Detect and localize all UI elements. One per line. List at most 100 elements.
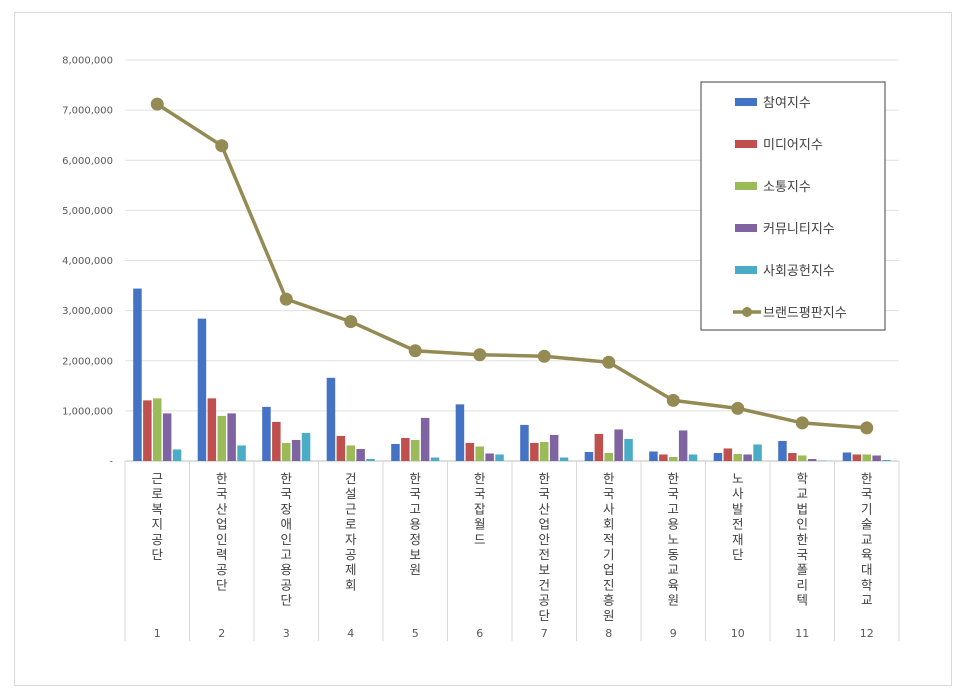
bar-참여지수: [455, 404, 465, 461]
point-브랜드평판지수: [666, 393, 680, 407]
bar-소통지수: [153, 398, 162, 461]
bar-커뮤니티지수: [485, 453, 494, 461]
point-브랜드평판지수: [473, 348, 487, 362]
category-index: 5: [412, 627, 419, 640]
legend-swatch: [735, 266, 757, 274]
bar-참여지수: [713, 452, 723, 461]
y-tick-label: 7,000,000: [62, 106, 113, 117]
x-axis: 근 로 복 지 공 단 1 한 국 산 업 인 력 공 단 2 한 국 장 애 인 고 용 공 단 3 건 설 근 로 자 공 제 회 4 한 국 고 용 정…: [124, 461, 900, 641]
bar-사회공헌지수: [688, 454, 698, 461]
bar-소통지수: [798, 455, 807, 461]
bar-커뮤니티지수: [291, 439, 301, 461]
bar-커뮤니티지수: [872, 455, 881, 461]
legend-marker: [742, 307, 752, 317]
legend-label: 사회공헌지수: [763, 264, 835, 279]
point-브랜드평판지수: [602, 355, 616, 369]
y-axis: - 1,000,000 2,000,000 3,000,000 4,000,000 5,0…: [62, 56, 113, 468]
bar-커뮤니티지수: [356, 448, 365, 461]
bar-사회공헌지수: [753, 444, 762, 461]
category-index: 2: [218, 627, 225, 640]
line-브랜드평판지수: [156, 102, 867, 430]
bar-참여지수: [133, 288, 142, 461]
legend-swatch: [735, 98, 757, 106]
bar-사회공헌지수: [817, 460, 827, 461]
bar-참여지수: [584, 451, 594, 461]
bar-커뮤니티지수: [420, 417, 430, 461]
bar-참여지수: [197, 318, 207, 461]
category-index: 7: [541, 627, 548, 640]
y-tick-label: 4,000,000: [62, 256, 113, 267]
bar-미디어지수: [143, 400, 152, 461]
bar-참여지수: [649, 451, 658, 461]
bar-참여지수: [326, 377, 336, 461]
bar-소통지수: [475, 446, 484, 461]
category-index: 8: [605, 627, 612, 640]
bar-참여지수: [262, 406, 271, 461]
legend-swatch: [735, 224, 757, 232]
bar-미디어지수: [401, 437, 410, 461]
bar-사회공헌지수: [624, 438, 633, 461]
bars: [133, 288, 891, 461]
point-브랜드평판지수: [860, 421, 874, 435]
point-브랜드평판지수: [731, 401, 745, 415]
bar-미디어지수: [852, 454, 862, 461]
bar-사회공헌지수: [882, 459, 891, 461]
chart-svg: - 1,000,000 2,000,000 3,000,000 4,000,000 5,0…: [62, 56, 900, 641]
category-index: 11: [795, 627, 809, 640]
bar-소통지수: [669, 456, 678, 461]
bar-미디어지수: [272, 421, 281, 461]
y-tick-label: -: [109, 457, 113, 468]
bar-사회공헌지수: [301, 432, 311, 461]
bar-소통지수: [604, 452, 613, 461]
category-index: 3: [283, 627, 290, 640]
bar-사회공헌지수: [237, 445, 246, 461]
point-브랜드평판지수: [537, 349, 551, 363]
bar-커뮤니티지수: [678, 430, 688, 461]
bar-미디어지수: [465, 442, 475, 461]
bar-커뮤니티지수: [807, 458, 817, 461]
bar-참여지수: [391, 443, 400, 461]
bar-사회공헌지수: [559, 457, 569, 461]
y-tick-label: 6,000,000: [62, 156, 113, 167]
bar-미디어지수: [530, 442, 539, 461]
brand-index-line: [150, 97, 874, 435]
y-tick-label: 5,000,000: [62, 206, 113, 217]
point-브랜드평판지수: [215, 139, 229, 153]
bar-참여지수: [778, 440, 787, 461]
bar-소통지수: [282, 442, 291, 461]
point-브랜드평판지수: [795, 416, 809, 430]
bar-소통지수: [862, 454, 871, 461]
bar-커뮤니티지수: [614, 429, 623, 461]
category-index: 6: [476, 627, 483, 640]
point-브랜드평판지수: [344, 315, 358, 329]
bar-소통지수: [217, 415, 226, 461]
y-tick-label: 8,000,000: [62, 56, 113, 67]
legend-swatch: [735, 140, 757, 148]
category-index: 1: [154, 627, 161, 640]
y-tick-label: 1,000,000: [62, 406, 113, 417]
bar-소통지수: [411, 439, 420, 461]
bar-커뮤니티지수: [162, 413, 172, 461]
bar-커뮤니티지수: [227, 413, 236, 461]
legend-label: 소통지수: [763, 180, 811, 195]
point-브랜드평판지수: [150, 97, 164, 111]
legend-label: 커뮤니티지수: [763, 222, 835, 237]
category-index: 10: [731, 627, 745, 640]
category-index: 12: [860, 627, 874, 640]
bar-미디어지수: [336, 435, 346, 461]
bar-소통지수: [346, 445, 355, 461]
bar-사회공헌지수: [172, 449, 182, 461]
bar-소통지수: [540, 441, 549, 461]
